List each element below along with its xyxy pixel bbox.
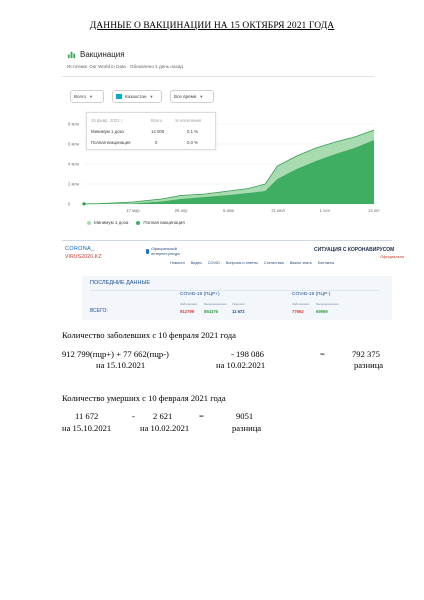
deaths-result: 9051 <box>236 411 254 421</box>
cases-heading: Количество заболевших с 10 февраля 2021 … <box>62 330 236 340</box>
filter-country-dropdown[interactable]: Казахстан ▼ <box>112 90 162 103</box>
nav-item[interactable]: Новости <box>170 261 185 265</box>
sub-dead-label: Умерших <box>232 302 245 306</box>
data-point <box>82 202 86 206</box>
site-logo-line2[interactable]: VIRUS2020.KZ <box>65 254 102 260</box>
series-area-full <box>84 140 374 204</box>
pcr-positive-sick: 912799 <box>180 309 194 314</box>
legend-swatch-full <box>136 220 141 225</box>
tooltip-row-label: Минимум 1 доза <box>91 129 124 134</box>
pcr-negative-recovered: 69999 <box>316 309 328 314</box>
cases-expression: 912 799(пцр+) + 77 662(пцр-) <box>62 349 169 359</box>
legend-label: Полная вакцинация <box>143 220 185 225</box>
cases-equals: = <box>320 349 325 359</box>
x-tick-label: 13 окт <box>368 208 380 213</box>
series-line-dose1 <box>83 129 375 205</box>
site-nav: Новости Видео COVID Вопросы и ответы Ста… <box>170 261 334 265</box>
chart-tooltip: 15 февр. 2021 г. Всего % населения Миним… <box>86 112 216 150</box>
vaccination-title: Вакцинация <box>80 50 125 59</box>
vaccination-source: Источник: Our World in Data · Обновлено … <box>67 64 183 69</box>
filter-country-label: Казахстан <box>125 94 147 99</box>
legend-item[interactable]: Минимум 1 доза <box>87 220 128 225</box>
site-headline: СИТУАЦИЯ С КОРОНАВИРУСОМ <box>314 247 395 253</box>
tooltip-col-percent: % населения <box>175 118 202 123</box>
coronavirus-site: CORONA_ VIRUS2020.KZ Официальный интерне… <box>62 240 404 320</box>
tooltip-date: 15 февр. 2021 г. <box>91 118 123 123</box>
deaths-value-now: 11 672 <box>75 411 99 421</box>
y-tick-label: 6 млн <box>68 142 80 147</box>
nav-item[interactable]: Статистика <box>263 261 284 265</box>
deaths-result-label: разница <box>232 423 262 433</box>
site-logo-line1[interactable]: CORONA_ <box>65 246 95 252</box>
y-tick-label: 2 млн <box>68 182 80 187</box>
sub-recovered-label: Выздоровевших <box>316 302 339 306</box>
deaths-date-then: на 10.02.2021 <box>140 423 190 433</box>
tooltip-row-value: 14 000 <box>151 129 165 134</box>
x-tick-label: 21 июл <box>271 208 285 213</box>
nav-item[interactable]: Контакты <box>317 261 335 265</box>
vaccination-card: Вакцинация Источник: Our World in Data ·… <box>62 42 392 234</box>
sub-recovered-label: Выздоровевших <box>204 302 227 306</box>
deaths-equals: = <box>199 411 204 421</box>
pcr-positive-recovered: 854376 <box>204 309 218 314</box>
group-pcr-negative-title: COVID-19 (ПЦР-) <box>292 292 331 297</box>
document-title: ДАННЫЕ О ВАКЦИНАЦИИ НА 15 ОКТЯБРЯ 2021 Г… <box>89 21 335 31</box>
filter-period-label: Все время <box>174 94 197 99</box>
pcr-positive-dead: 11 672 <box>232 309 245 314</box>
deaths-date-now: на 15.10.2021 <box>62 423 112 433</box>
latest-data-panel: ПОСЛЕДНИЕ ДАННЫЕ COVID-19 (ПЦР+) COVID-1… <box>82 276 392 320</box>
chart-legend: Минимум 1 доза Полная вакцинация <box>87 220 185 225</box>
x-tick-label: 26 апр <box>175 208 188 213</box>
group-pcr-positive-title: COVID-19 (ПЦР+) <box>180 292 220 297</box>
kazakhstan-flag-icon <box>116 94 122 99</box>
y-tick-label: 8 млн <box>68 122 80 127</box>
divider <box>90 290 380 291</box>
deaths-value-then: 2 621 <box>153 411 173 421</box>
vaccination-chart-icon <box>67 51 76 59</box>
tooltip-row-percent: 0,0 % <box>187 140 198 145</box>
cases-date-then: на 10.02.2021 <box>216 360 266 370</box>
chevron-down-icon: ▼ <box>89 94 94 99</box>
cases-result: 792 375 <box>352 349 380 359</box>
deaths-minus: - <box>132 411 135 421</box>
site-official-badge: Официально <box>380 254 405 259</box>
tooltip-row-percent: 0,1 % <box>187 129 198 134</box>
filter-all-label: Всего <box>74 94 87 99</box>
site-brand-text: Официальный интернет-ресурс <box>151 247 181 256</box>
x-tick-label: 5 июн <box>223 208 235 213</box>
tooltip-row-label: Полная вакцинация <box>91 140 131 145</box>
nav-item[interactable]: Видео <box>190 261 202 265</box>
sub-sick-label: Заболевших <box>180 302 198 306</box>
y-tick-label: 0 <box>68 202 71 207</box>
deaths-heading: Количество умерших с 10 февраля 2021 год… <box>62 393 226 403</box>
tooltip-col-total: Всего <box>151 118 163 123</box>
cases-minus-value: - 198 086 <box>231 349 264 359</box>
vaccination-header: Вакцинация <box>67 50 125 59</box>
x-tick-label: 17 мар <box>126 208 140 213</box>
filter-all-dropdown[interactable]: Всего ▼ <box>70 90 104 103</box>
total-label: ВСЕГО: <box>90 308 108 314</box>
nav-item[interactable]: COVID <box>207 261 220 265</box>
cases-result-label: разница <box>354 360 384 370</box>
y-tick-label: 4 млн <box>68 162 80 167</box>
x-tick-label: 1 сен <box>320 208 331 213</box>
panel-title: ПОСЛЕДНИЕ ДАННЫЕ <box>90 280 151 286</box>
chevron-down-icon: ▼ <box>149 94 154 99</box>
nav-item[interactable]: Важно знать <box>289 261 312 265</box>
chevron-down-icon: ▼ <box>199 94 204 99</box>
tooltip-row-value: 0 <box>155 140 158 145</box>
emblem-icon <box>146 249 150 254</box>
site-header: CORONA_ VIRUS2020.KZ Официальный интерне… <box>62 240 404 272</box>
filter-period-dropdown[interactable]: Все время ▼ <box>170 90 214 103</box>
pcr-negative-sick: 77662 <box>292 309 304 314</box>
site-brand: Официальный интернет-ресурс <box>146 247 186 256</box>
sub-sick-label: Заболевших <box>292 302 310 306</box>
cases-date-now: на 15.10.2021 <box>96 360 146 370</box>
legend-item[interactable]: Полная вакцинация <box>136 220 185 225</box>
legend-swatch-dose1 <box>87 220 91 225</box>
nav-item[interactable]: Вопросы и ответы <box>225 261 258 265</box>
divider <box>62 76 374 77</box>
legend-label: Минимум 1 доза <box>94 220 129 225</box>
